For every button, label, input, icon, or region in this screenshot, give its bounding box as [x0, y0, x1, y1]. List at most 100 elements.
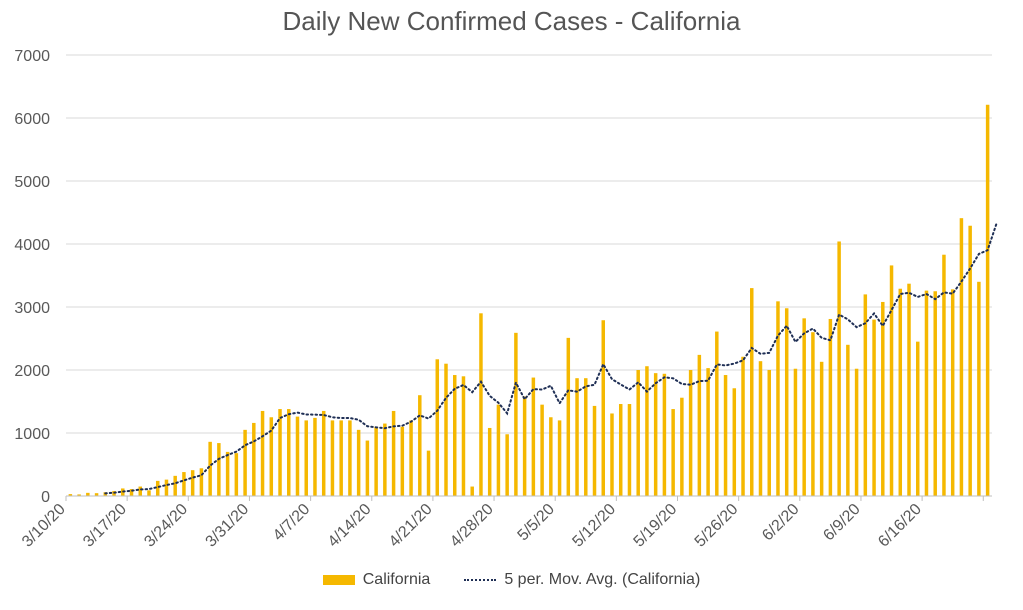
bar	[487, 427, 492, 496]
bar	[138, 486, 142, 496]
legend-swatch-bar	[322, 575, 355, 585]
bar	[287, 409, 291, 496]
bar	[863, 294, 868, 496]
bar	[313, 417, 317, 496]
legend-item-moving-average: 5 per. Mov. Avg. (California)	[464, 571, 700, 589]
legend-label-california: California	[362, 571, 431, 588]
bar	[837, 241, 841, 496]
x-axis: 3/10/20 3/17/20 3/24/20 3/31/20 4/7/20 4/14/2…	[19, 495, 992, 551]
bar	[811, 332, 815, 496]
bar	[182, 472, 186, 496]
bar	[531, 377, 536, 496]
bar	[540, 404, 544, 496]
bar	[505, 434, 509, 496]
bar	[278, 409, 282, 496]
x-tick-label: 5/19/20	[631, 501, 681, 551]
bar	[584, 378, 588, 496]
x-tick-label: 3/31/20	[203, 501, 253, 551]
bar	[356, 429, 361, 496]
bar	[514, 332, 518, 496]
bar	[924, 290, 929, 496]
moving-average-series	[104, 222, 998, 495]
bar	[147, 490, 151, 496]
bar	[321, 410, 326, 496]
moving-average-line	[104, 222, 998, 495]
bar	[802, 318, 806, 496]
bar	[365, 440, 370, 496]
bar	[793, 368, 798, 496]
bar	[723, 375, 728, 496]
bar	[426, 450, 431, 496]
bar	[610, 413, 614, 496]
bar-series-california	[68, 104, 990, 497]
x-tick-label: 4/7/20	[270, 501, 314, 545]
bar	[217, 443, 221, 496]
bar	[715, 331, 719, 496]
bar	[828, 318, 833, 496]
bar	[697, 354, 702, 496]
bar	[461, 376, 466, 496]
bar	[933, 291, 937, 496]
bar	[374, 426, 378, 496]
x-tick-label: 6/9/20	[820, 501, 864, 545]
bar	[339, 420, 343, 496]
x-tick-label: 5/5/20	[515, 501, 559, 545]
bar	[959, 218, 964, 497]
bar	[627, 404, 632, 496]
bar	[409, 420, 413, 496]
bar	[243, 429, 247, 496]
legend: California 5 per. Mov. Avg. (California)	[0, 568, 1023, 592]
bar	[383, 423, 387, 496]
legend-label-moving-average: 5 per. Mov. Avg. (California)	[504, 571, 701, 588]
bar	[444, 363, 448, 496]
y-tick-label: 1000	[14, 426, 50, 443]
y-tick-label: 0	[41, 489, 50, 506]
bar	[645, 366, 649, 496]
bar	[601, 320, 605, 496]
x-tick-label: 5/26/20	[692, 501, 742, 551]
bar	[942, 254, 946, 496]
bar	[732, 388, 737, 496]
bar	[680, 397, 684, 496]
bar	[77, 494, 81, 496]
bar	[968, 225, 972, 497]
y-tick-label: 6000	[14, 111, 50, 128]
bar	[741, 356, 745, 496]
bar	[225, 451, 230, 496]
y-tick-label: 2000	[14, 363, 50, 380]
bar	[496, 404, 501, 496]
bar	[898, 288, 903, 496]
x-tick-label: 4/28/20	[447, 501, 497, 551]
y-tick-label: 3000	[14, 300, 50, 317]
bar	[418, 395, 422, 496]
bar	[636, 370, 640, 496]
y-tick-label: 4000	[14, 237, 50, 254]
bar	[854, 368, 859, 496]
bar	[758, 361, 763, 496]
bar	[164, 479, 169, 496]
bar	[750, 288, 754, 496]
bar	[208, 441, 212, 496]
bar	[155, 480, 160, 496]
x-tick-label: 3/24/20	[141, 501, 191, 551]
bar	[653, 373, 658, 496]
bar	[872, 319, 876, 496]
y-tick-label: 7000	[14, 48, 50, 65]
bar	[479, 313, 483, 496]
x-tick-label: 4/21/20	[386, 501, 436, 551]
bar	[400, 426, 405, 496]
bar	[304, 420, 308, 496]
bar	[916, 341, 920, 496]
bar	[348, 420, 352, 496]
bar	[776, 301, 780, 496]
bar	[592, 405, 597, 496]
bar	[662, 373, 667, 496]
bar	[68, 494, 73, 496]
bar	[618, 404, 623, 496]
bar	[819, 361, 824, 496]
bar	[330, 420, 335, 496]
bar	[977, 281, 981, 496]
x-tick-label: 6/2/20	[759, 501, 803, 545]
x-tick-label: 6/16/20	[875, 501, 925, 551]
